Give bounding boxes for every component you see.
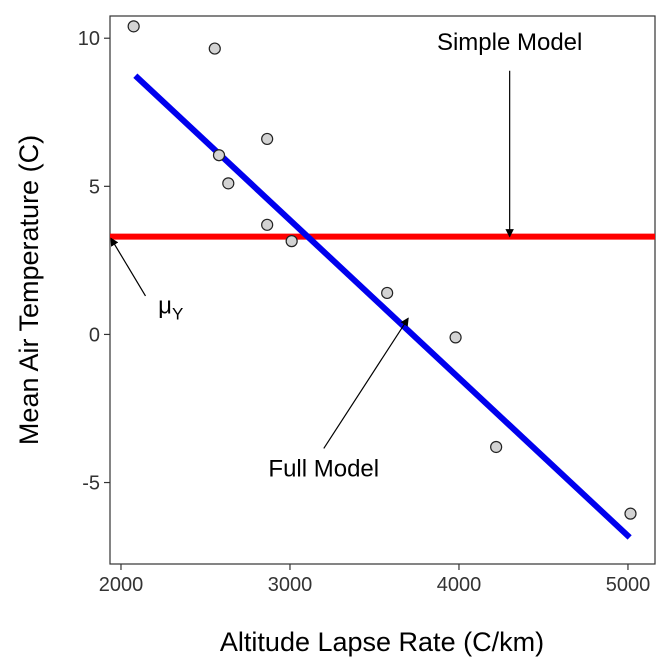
plot-marks: [110, 20, 655, 540]
data-point: [261, 218, 274, 231]
data-point: [624, 507, 637, 520]
data-point: [212, 149, 226, 162]
y-axis-title: Mean Air Temperature (C): [14, 135, 44, 445]
data-point: [490, 440, 503, 454]
data-point: [222, 177, 235, 190]
full-arrow: [323, 317, 409, 449]
y-tick-label: 5: [89, 176, 100, 198]
full-annotation-label: Full Model: [268, 456, 379, 483]
mu-subscript: Y: [172, 305, 183, 324]
x-tick-label: 3000: [268, 574, 313, 596]
x-tick-label: 5000: [606, 574, 651, 596]
data-point: [208, 42, 221, 55]
mu-arrow: [110, 237, 147, 297]
data-point: [261, 132, 274, 146]
y-axis: -5 0 5 10: [78, 28, 110, 495]
y-tick-label: 0: [89, 324, 100, 346]
data-point: [285, 235, 298, 248]
x-tick-label: 2000: [99, 574, 144, 596]
data-point: [449, 331, 462, 344]
simple-annotation-label: Simple Model: [437, 29, 582, 56]
x-tick-label: 4000: [437, 574, 482, 596]
mu-annotation-label: μY: [158, 293, 183, 324]
x-axis: 2000 3000 4000 5000: [99, 564, 650, 596]
x-axis-title: Altitude Lapse Rate (C/km): [220, 627, 544, 657]
annotations: Simple Model Full Model μY: [110, 29, 582, 483]
data-point: [381, 286, 394, 300]
y-tick-label: -5: [82, 473, 100, 495]
mu-symbol: μ: [158, 293, 172, 320]
y-tick-label: 10: [78, 28, 100, 50]
data-point: [127, 20, 140, 33]
